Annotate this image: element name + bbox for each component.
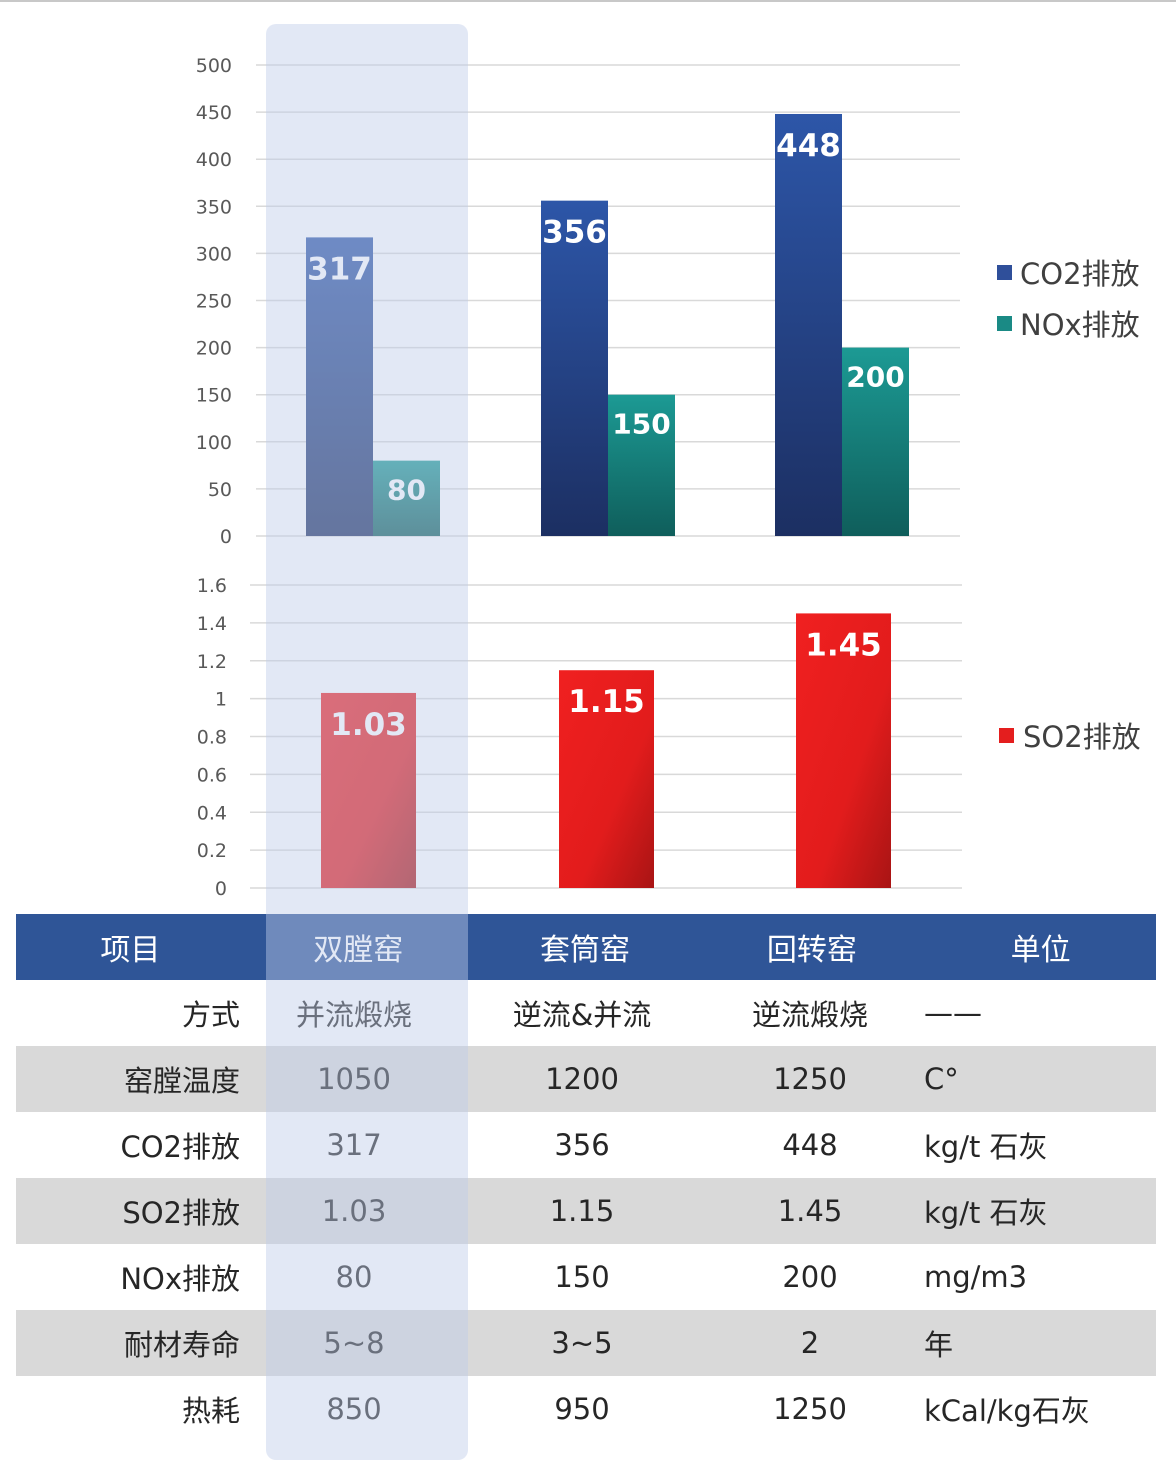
table-cell: 1.15 [549, 1194, 615, 1228]
legend-swatch [997, 316, 1012, 331]
table-cell: 950 [554, 1392, 610, 1426]
y-tick-label: 0 [220, 526, 232, 548]
data-label: 1.45 [805, 627, 882, 663]
data-label: 150 [612, 408, 670, 441]
table-row: SO2排放 1.03 1.15 1.45 kg/t 石灰 [16, 1178, 1156, 1244]
legend-swatch [997, 265, 1012, 280]
header-cell: 单位 [1010, 933, 1071, 968]
header-cell: 回转窑 [766, 933, 857, 968]
table-cell: 80 [335, 1260, 373, 1294]
y-tick-label: 250 [196, 291, 232, 313]
table-cell: 2 [800, 1326, 820, 1360]
unit-cell: C° [924, 1062, 959, 1096]
legend-swatch [999, 728, 1014, 743]
row-label: 耐材寿命 [123, 1328, 240, 1362]
bar-co2 [306, 237, 373, 537]
table-cell: 1.45 [777, 1194, 843, 1228]
row-label: SO2排放 [122, 1196, 240, 1230]
bar-nox [842, 347, 909, 536]
table-cell: 逆流煅烧 [751, 998, 868, 1032]
header-cell: 项目 [100, 933, 161, 968]
data-label: 448 [776, 128, 841, 164]
unit-cell: 年 [924, 1328, 954, 1362]
row-label: CO2排放 [120, 1130, 240, 1164]
table-cell: 3~5 [551, 1326, 613, 1360]
y-tick-label: 1.6 [197, 575, 227, 597]
y-tick-label: 1.2 [197, 651, 227, 673]
bar-co2 [775, 113, 842, 536]
y-tick-label: 350 [196, 196, 232, 218]
table-cell: 850 [326, 1392, 382, 1426]
table-cell: 5~8 [323, 1326, 385, 1360]
table-row: 方式 并流煅烧 逆流&并流 逆流煅烧 —— [16, 980, 1156, 1046]
table-cell: 200 [782, 1260, 838, 1294]
y-tick-label: 1 [215, 689, 227, 711]
y-tick-label: 400 [196, 149, 232, 171]
bar-nox [373, 460, 440, 536]
y-tick-label: 50 [208, 479, 232, 501]
data-label: 356 [542, 215, 607, 251]
table-row: 耐材寿命 5~8 3~5 2 年 [16, 1310, 1156, 1376]
data-label: 1.15 [568, 684, 645, 720]
bar-so2 [796, 613, 891, 888]
bar-so2 [559, 670, 654, 888]
unit-cell: kg/t 石灰 [924, 1130, 1048, 1164]
table-row: 热耗 850 950 1250 kCal/kg石灰 [16, 1376, 1156, 1442]
table-header: 项目 双膛窑 套筒窑 回转窑 单位 [16, 914, 1156, 980]
legend-label: CO2排放 [1020, 257, 1140, 291]
header-cell: 双膛窑 [313, 933, 404, 968]
y-tick-label: 500 [196, 55, 232, 77]
table-cell: 150 [554, 1260, 610, 1294]
row-label: 方式 [181, 998, 240, 1032]
y-tick-label: 200 [196, 338, 232, 360]
unit-cell: —— [924, 996, 982, 1030]
unit-cell: kCal/kg石灰 [924, 1394, 1090, 1428]
bar-co2 [541, 200, 608, 536]
bar-so2 [321, 692, 416, 888]
so2-chart: 0 0.2 0.4 0.6 0.8 1 1.2 1.4 1.6 1.03 1.15 1.45 SO2排放 [197, 575, 1141, 900]
unit-cell: kg/t 石灰 [924, 1196, 1048, 1230]
comparison-table: 项目 双膛窑 套筒窑 回转窑 单位 方式 并流煅烧 逆流&并流 逆流煅烧 —— … [16, 914, 1156, 1442]
table-cell: 448 [782, 1128, 838, 1162]
top-border [0, 0, 1176, 2]
data-label: 200 [846, 361, 904, 394]
table-cell: 逆流&并流 [512, 998, 652, 1032]
y-tick-label: 0.6 [197, 764, 227, 786]
emissions-chart: 0 50 100 150 200 250 300 350 400 450 500 317 356 448 8… [196, 55, 1140, 548]
bar-nox [608, 394, 675, 536]
data-label: 317 [307, 251, 372, 287]
y-tick-label: 0.2 [197, 840, 227, 862]
table-row: 窑膛温度 1050 1200 1250 C° [16, 1046, 1156, 1112]
table-cell: 1250 [773, 1392, 847, 1426]
table-cell: 317 [326, 1128, 382, 1162]
y-tick-label: 150 [196, 385, 232, 407]
charts-area: 0 50 100 150 200 250 300 350 400 450 500 317 356 448 8… [196, 55, 1141, 900]
row-label: 窑膛温度 [123, 1064, 240, 1098]
y-tick-label: 1.4 [197, 613, 227, 635]
legend-label: NOx排放 [1020, 308, 1140, 342]
y-tick-label: 450 [196, 102, 232, 124]
table-cell: 1200 [545, 1062, 619, 1096]
unit-cell: mg/m3 [924, 1260, 1028, 1294]
table-cell: 1.03 [321, 1194, 387, 1228]
table-cell: 1050 [317, 1062, 391, 1096]
table-row: NOx排放 80 150 200 mg/m3 [16, 1244, 1156, 1310]
table-row: CO2排放 317 356 448 kg/t 石灰 [16, 1112, 1156, 1178]
header-cell: 套筒窑 [540, 933, 631, 968]
row-label: NOx排放 [120, 1262, 240, 1296]
y-tick-label: 0.4 [197, 802, 227, 824]
y-tick-label: 300 [196, 243, 232, 265]
data-label: 80 [387, 474, 426, 507]
data-label: 1.03 [330, 707, 407, 743]
table-cell: 1250 [773, 1062, 847, 1096]
table-cell: 356 [554, 1128, 610, 1162]
row-label: 热耗 [181, 1394, 240, 1428]
y-tick-label: 100 [196, 432, 232, 454]
table-cell: 并流煅烧 [295, 998, 412, 1032]
legend-label: SO2排放 [1023, 720, 1141, 754]
y-tick-label: 0 [215, 878, 227, 900]
y-tick-label: 0.8 [197, 727, 227, 749]
